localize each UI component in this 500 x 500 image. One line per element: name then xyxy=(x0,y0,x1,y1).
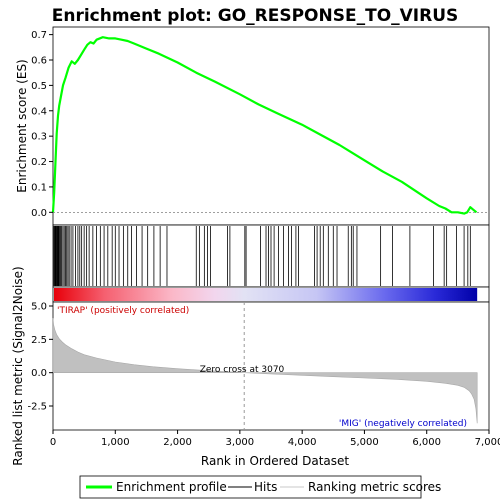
metric-tick-label-1: 2.5 xyxy=(31,335,47,346)
es-tick-label-7: 0.7 xyxy=(31,30,47,41)
es-tick-label-2: 0.2 xyxy=(31,157,47,168)
negative-label: 'MIG' (negatively correlated) xyxy=(339,419,467,429)
x-tick-label-4: 4,000 xyxy=(288,437,317,448)
rank-gradient xyxy=(54,288,478,301)
metric-tick-label-3: -2.5 xyxy=(27,402,47,413)
es-tick-label-1: 0.1 xyxy=(31,182,47,193)
x-tick-label-1: 1,000 xyxy=(101,437,130,448)
x-tick-label-5: 5,000 xyxy=(350,437,379,448)
metric-tick-label-2: 0.0 xyxy=(31,368,47,379)
es-tick-label-3: 0.3 xyxy=(31,132,47,143)
metric-axis-label: Ranked list metric (Signal2Noise) xyxy=(11,266,25,465)
es-tick-label-4: 0.4 xyxy=(31,106,47,117)
legend-hits-label: Hits xyxy=(254,480,277,494)
es-tick-label-0: 0.0 xyxy=(31,208,47,219)
zero-cross-label: Zero cross at 3070 xyxy=(200,365,285,375)
es-tick-label-5: 0.5 xyxy=(31,81,47,92)
ranking-metric-area xyxy=(52,317,478,424)
x-tick-label-6: 6,000 xyxy=(412,437,441,448)
chart-title: Enrichment plot: GO_RESPONSE_TO_VIRUS xyxy=(52,6,459,26)
x-tick-label-2: 2,000 xyxy=(163,437,192,448)
legend-es-label: Enrichment profile xyxy=(116,480,227,494)
axes: 0.0 0.1 0.2 0.3 0.4 0.5 0.6 0.7 5.0 2.5 0.0 -2.5 0 1,… xyxy=(27,30,500,448)
x-tick-label-0: 0 xyxy=(50,437,56,448)
x-axis-label: Rank in Ordered Dataset xyxy=(201,454,349,468)
metric-area xyxy=(52,302,478,430)
es-curve xyxy=(51,36,478,215)
x-tick-label-7: 7,000 xyxy=(475,437,500,448)
es-tick-label-6: 0.6 xyxy=(31,56,47,67)
legend-metric-label: Ranking metric scores xyxy=(308,480,441,494)
rank-gradient-fill xyxy=(54,288,478,301)
es-axis-label: Enrichment score (ES) xyxy=(15,59,29,192)
positive-label: 'TIRAP' (positively correlated) xyxy=(57,306,189,316)
metric-tick-label-0: 5.0 xyxy=(31,302,47,313)
es-curve-group xyxy=(51,36,489,215)
hit-marks xyxy=(53,226,471,286)
x-tick-label-3: 3,000 xyxy=(226,437,255,448)
